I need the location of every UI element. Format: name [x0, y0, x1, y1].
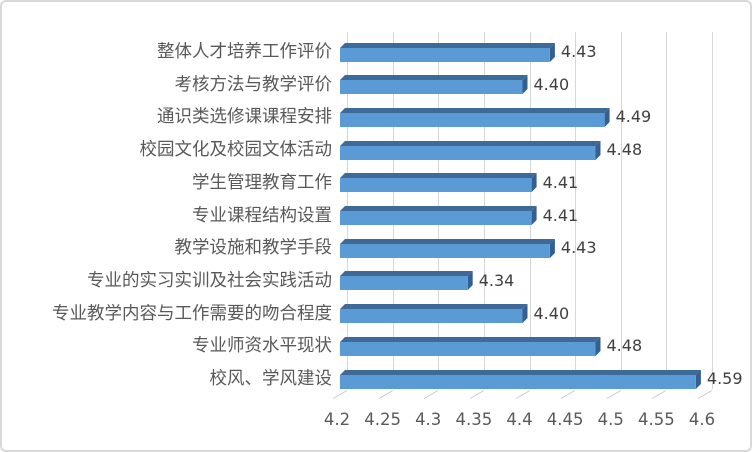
x-axis-tick: [560, 390, 576, 399]
bar-front-face: [340, 211, 532, 225]
bar-end-face: [531, 206, 537, 225]
bar-top-face: [340, 271, 473, 277]
bar-top-face: [340, 336, 601, 342]
bar: [340, 107, 610, 127]
bar: [340, 140, 601, 160]
bar-end-face: [595, 140, 601, 160]
bar: [340, 173, 537, 193]
x-axis-tick-label: 4.35: [455, 410, 493, 429]
bar-end-face: [695, 369, 701, 389]
value-label: 4.48: [606, 140, 643, 160]
x-axis-tick-label: 4.25: [364, 410, 401, 429]
x-axis-tick: [469, 390, 485, 399]
bar: [340, 238, 555, 258]
bar: [340, 271, 473, 291]
bar-end-face: [549, 238, 555, 258]
category-label: 专业的实习实训及社会实践活动: [87, 270, 332, 291]
x-axis-tick: [332, 390, 348, 399]
bar-end-face: [595, 336, 601, 356]
bar: [340, 42, 555, 62]
value-label: 4.40: [533, 74, 570, 94]
x-axis-tick-label: 4.5: [597, 410, 624, 429]
x-axis-tick-label: 4.45: [546, 410, 584, 429]
category-label: 教学设施和教学手段: [174, 238, 333, 259]
bar-front-face: [340, 80, 523, 95]
category-label: 专业课程结构设置: [192, 205, 332, 226]
x-axis-tick-label: 4.4: [506, 410, 533, 429]
bar: [340, 75, 528, 95]
category-label: 考核方法与教学评价: [174, 74, 333, 95]
bar: [340, 304, 528, 324]
bar-front-face: [340, 341, 596, 356]
bar-front-face: [340, 243, 550, 258]
category-label: 通识类选修课课程安排: [157, 107, 332, 128]
value-label: 4.49: [615, 107, 652, 127]
bar-top-face: [340, 107, 610, 113]
gridline: [620, 32, 622, 389]
x-axis-tick-label: 4.55: [638, 410, 675, 429]
bar: [340, 369, 701, 389]
x-axis-tick: [652, 390, 667, 399]
category-label: 校园文化及校园文体活动: [139, 140, 333, 161]
bar-front-face: [340, 47, 550, 62]
bar-top-face: [340, 42, 555, 48]
bar-end-face: [467, 271, 473, 291]
value-label: 4.43: [560, 238, 597, 258]
x-axis-tick: [378, 390, 393, 399]
value-label: 4.41: [542, 205, 579, 225]
x-axis-tick-label: 4.2: [323, 410, 351, 429]
bar-end-face: [522, 75, 528, 95]
category-label: 整体人才培养工作评价: [157, 42, 332, 62]
value-label: 4.48: [606, 336, 643, 356]
value-label: 4.43: [560, 42, 597, 61]
bar-top-face: [340, 304, 528, 310]
bar-front-face: [340, 112, 605, 127]
value-label: 4.40: [533, 303, 570, 323]
bar-front-face: [340, 309, 523, 324]
x-axis-tick-label: 4.6: [688, 410, 716, 429]
x-axis-tick-label: 4.3: [415, 410, 442, 429]
category-label: 专业师资水平现状: [192, 336, 332, 357]
value-label: 4.59: [706, 369, 743, 388]
value-label: 4.41: [542, 172, 579, 192]
x-axis-tick: [515, 390, 530, 399]
x-axis-tick: [697, 390, 713, 399]
bar-front-face: [340, 374, 696, 389]
bar-top-face: [340, 206, 537, 211]
category-label: 校风、学风建设: [209, 369, 333, 389]
bar-top-face: [340, 140, 601, 146]
bar-end-face: [531, 173, 537, 193]
bar-end-face: [549, 42, 555, 62]
gridline: [575, 32, 577, 389]
bar-top-face: [340, 173, 537, 179]
bar: [340, 206, 537, 225]
x-axis-tick: [606, 390, 621, 399]
category-label: 学生管理教育工作: [192, 172, 332, 193]
bar-front-face: [340, 145, 596, 160]
bar-front-face: [340, 276, 468, 291]
x-axis-tick: [424, 390, 439, 399]
bar-front-face: [340, 178, 532, 193]
bar-top-face: [340, 238, 555, 244]
bar-end-face: [522, 304, 528, 324]
bar-top-face: [340, 75, 528, 81]
gridline: [712, 32, 713, 389]
gridline: [666, 32, 668, 389]
category-label: 专业教学内容与工作需要的吻合程度: [52, 303, 332, 324]
value-label: 4.34: [478, 270, 515, 290]
bar-top-face: [340, 369, 701, 375]
bar-end-face: [604, 107, 610, 127]
bar: [340, 336, 601, 356]
